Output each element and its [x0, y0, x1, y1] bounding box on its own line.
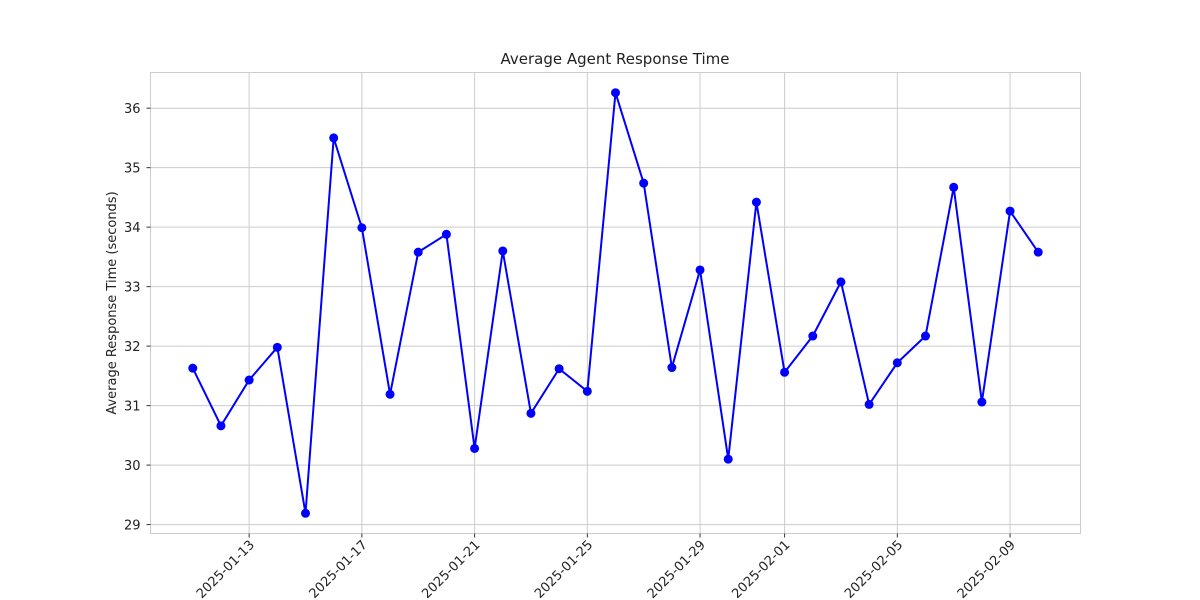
- data-point: [385, 389, 395, 399]
- y-tick-label: 35: [124, 162, 141, 177]
- series-group: [188, 88, 1043, 518]
- plot-frame: [150, 72, 1081, 534]
- data-point: [808, 331, 818, 341]
- x-tick-label: 2025-01-29: [645, 538, 709, 600]
- data-point: [301, 508, 310, 518]
- data-point: [921, 331, 930, 341]
- data-point: [498, 246, 508, 256]
- y-tick-label: 30: [124, 459, 141, 474]
- data-point: [667, 363, 677, 373]
- chart-title: Average Agent Response Time: [500, 50, 729, 68]
- data-point: [554, 364, 564, 374]
- y-tick-label: 34: [124, 221, 141, 236]
- y-tick-label: 31: [124, 400, 141, 415]
- data-point: [1033, 247, 1043, 257]
- data-point: [639, 178, 649, 188]
- data-point: [441, 229, 451, 239]
- data-point: [780, 367, 790, 377]
- x-tick-label: 2025-02-05: [842, 538, 906, 600]
- y-axis: 29 30 31 32 33 34 35 36: [124, 102, 151, 534]
- data-point: [611, 88, 620, 98]
- x-tick-label: 2025-01-25: [532, 538, 596, 600]
- data-point: [244, 375, 254, 385]
- y-axis-label: Average Response Time (seconds): [105, 191, 120, 414]
- data-point: [272, 342, 282, 352]
- data-point: [751, 197, 761, 207]
- data-point: [188, 363, 198, 373]
- data-point: [836, 277, 846, 287]
- data-point: [582, 386, 592, 396]
- data-point: [216, 421, 226, 431]
- data-point: [357, 223, 367, 233]
- data-point: [949, 182, 959, 192]
- x-tick-label: 2025-02-09: [955, 538, 1019, 600]
- grid-lines: [150, 72, 1081, 534]
- x-tick-label: 2025-01-13: [194, 538, 258, 600]
- x-tick-label: 2025-01-17: [307, 538, 371, 600]
- data-point: [329, 133, 339, 143]
- y-tick-label: 36: [124, 102, 141, 117]
- data-point: [977, 397, 987, 407]
- data-point: [1005, 206, 1015, 216]
- x-tick-label: 2025-02-01: [729, 538, 793, 600]
- data-point: [695, 265, 705, 275]
- data-point: [470, 443, 480, 453]
- x-axis: 2025-01-13 2025-01-17 2025-01-21 2025-01-25…: [194, 533, 1019, 600]
- data-point: [864, 399, 874, 409]
- y-tick-label: 32: [124, 340, 141, 355]
- x-tick-label: 2025-01-21: [419, 538, 483, 600]
- data-point: [723, 454, 733, 464]
- data-point: [526, 408, 536, 418]
- y-tick-label: 29: [124, 519, 141, 534]
- data-point: [413, 247, 423, 257]
- y-tick-label: 33: [124, 281, 141, 296]
- data-point: [892, 358, 902, 368]
- series-line: [191, 91, 1040, 515]
